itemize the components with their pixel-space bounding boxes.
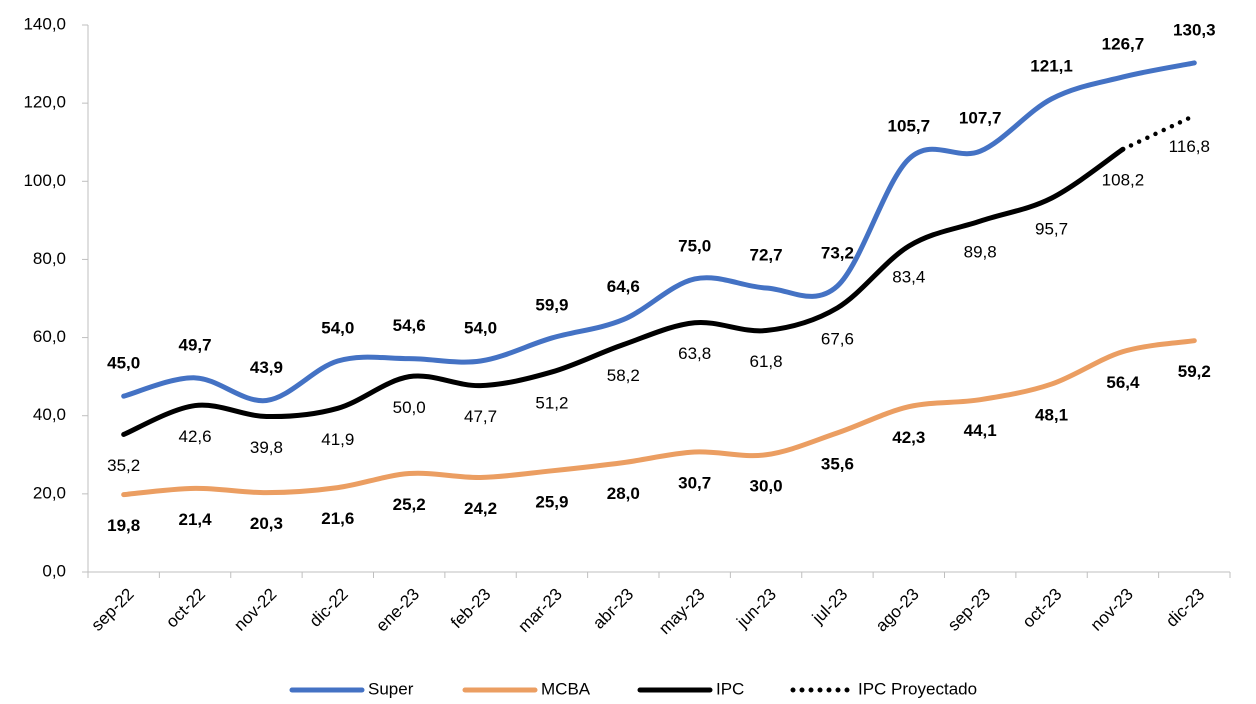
legend-label: Super bbox=[368, 679, 414, 698]
value-label: 107,7 bbox=[959, 109, 1002, 128]
y-tick-label: 140,0 bbox=[23, 14, 66, 33]
value-label: 75,0 bbox=[678, 236, 711, 255]
series-line bbox=[1120, 113, 1197, 152]
value-label: 21,6 bbox=[321, 509, 354, 528]
value-label: 51,2 bbox=[535, 393, 568, 412]
x-tick-label: dic-23 bbox=[1162, 585, 1208, 631]
x-tick-label: feb-23 bbox=[447, 585, 495, 633]
value-label: 42,3 bbox=[892, 428, 925, 447]
value-label: 54,0 bbox=[464, 318, 497, 337]
value-label: 43,9 bbox=[250, 358, 283, 377]
value-label: 25,2 bbox=[393, 495, 426, 514]
value-label: 59,9 bbox=[535, 295, 568, 314]
value-label: 39,8 bbox=[250, 438, 283, 457]
value-label: 67,6 bbox=[821, 329, 854, 348]
value-label: 126,7 bbox=[1102, 34, 1145, 53]
x-tick-label: jul-23 bbox=[808, 585, 852, 629]
x-tick-label: oct-22 bbox=[162, 585, 209, 632]
value-label: 105,7 bbox=[888, 116, 931, 135]
series-line bbox=[121, 146, 1126, 437]
value-label: 41,9 bbox=[321, 430, 354, 449]
x-tick-label: abr-23 bbox=[589, 585, 637, 633]
value-label: 20,3 bbox=[250, 514, 283, 533]
value-label: 35,6 bbox=[821, 454, 854, 473]
x-tick-label: jun-23 bbox=[732, 585, 780, 633]
value-label: 108,2 bbox=[1102, 171, 1145, 190]
x-tick-label: sep-23 bbox=[944, 585, 994, 635]
series-line bbox=[121, 60, 1197, 404]
value-label: 25,9 bbox=[535, 492, 568, 511]
value-label: 45,0 bbox=[107, 354, 140, 373]
legend-label: IPC bbox=[716, 679, 744, 698]
y-tick-label: 100,0 bbox=[23, 171, 66, 190]
y-tick-label: 0,0 bbox=[42, 561, 66, 580]
x-tick-label: nov-23 bbox=[1087, 585, 1137, 635]
value-label: 73,2 bbox=[821, 243, 854, 262]
y-tick-label: 20,0 bbox=[33, 483, 66, 502]
y-tick-label: 120,0 bbox=[23, 93, 66, 112]
value-label: 47,7 bbox=[464, 407, 497, 426]
value-label: 63,8 bbox=[678, 344, 711, 363]
value-label: 61,8 bbox=[750, 352, 783, 371]
value-label: 42,6 bbox=[179, 427, 212, 446]
value-label: 58,2 bbox=[607, 366, 640, 385]
value-label: 24,2 bbox=[464, 499, 497, 518]
value-label: 54,6 bbox=[393, 316, 426, 335]
value-label: 35,2 bbox=[107, 456, 140, 475]
value-label: 116,8 bbox=[1169, 137, 1210, 156]
value-label: 59,2 bbox=[1178, 362, 1211, 381]
value-label: 28,0 bbox=[607, 484, 640, 503]
y-tick-label: 60,0 bbox=[33, 327, 66, 346]
value-label: 121,1 bbox=[1030, 56, 1073, 75]
x-tick-label: dic-22 bbox=[306, 585, 352, 631]
value-label: 21,4 bbox=[179, 510, 213, 529]
value-label: 95,7 bbox=[1035, 220, 1068, 239]
y-tick-label: 40,0 bbox=[33, 405, 66, 424]
x-tick-label: oct-23 bbox=[1019, 585, 1066, 632]
value-label: 72,7 bbox=[750, 245, 783, 264]
x-tick-label: ene-23 bbox=[372, 585, 423, 636]
y-tick-label: 80,0 bbox=[33, 249, 66, 268]
value-label: 83,4 bbox=[892, 268, 925, 287]
value-label: 54,0 bbox=[321, 318, 354, 337]
value-label: 30,7 bbox=[678, 474, 711, 493]
value-label: 50,0 bbox=[393, 398, 426, 417]
value-label: 64,6 bbox=[607, 277, 640, 296]
x-tick-label: mar-23 bbox=[514, 585, 566, 637]
series-line bbox=[121, 338, 1197, 498]
value-label: 130,3 bbox=[1173, 20, 1216, 39]
value-label: 44,1 bbox=[964, 421, 997, 440]
value-label: 89,8 bbox=[964, 243, 997, 262]
value-label: 49,7 bbox=[179, 335, 212, 354]
x-tick-label: may-23 bbox=[655, 585, 709, 639]
legend-label: IPC Proyectado bbox=[858, 679, 977, 698]
value-label: 56,4 bbox=[1106, 373, 1140, 392]
value-label: 19,8 bbox=[107, 516, 140, 535]
value-label: 48,1 bbox=[1035, 406, 1068, 425]
value-label: 30,0 bbox=[750, 476, 783, 495]
x-tick-label: ago-23 bbox=[872, 585, 923, 636]
x-tick-label: nov-22 bbox=[230, 585, 280, 635]
legend-label: MCBA bbox=[541, 679, 591, 698]
x-tick-label: sep-22 bbox=[87, 585, 137, 635]
